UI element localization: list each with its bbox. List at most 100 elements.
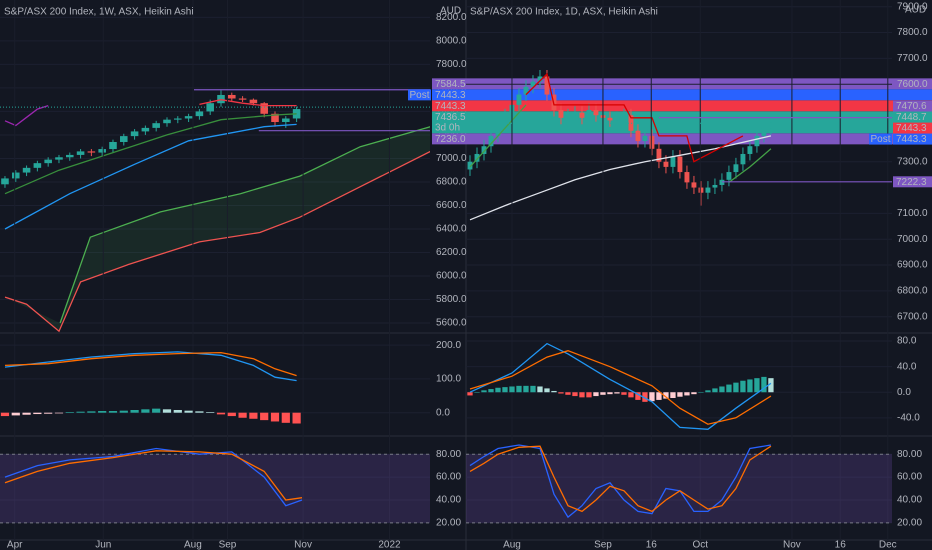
candle-body — [614, 117, 620, 121]
y-tick-label: 7000.0 — [897, 234, 928, 245]
indicator-line — [4, 351, 297, 377]
indicator-line — [4, 113, 297, 195]
histogram-bar — [184, 410, 193, 413]
x-tick-label: Sep — [594, 540, 612, 550]
candle-body — [76, 151, 85, 155]
candle-body — [495, 125, 501, 136]
candle-body — [130, 131, 139, 137]
x-tick-label: Dec — [879, 540, 897, 550]
histogram-bar — [516, 385, 522, 393]
y-tick-label: 7300.0 — [897, 156, 928, 167]
y-tick-label: 6400.0 — [436, 224, 467, 235]
currency-label: AUD — [905, 5, 926, 16]
histogram-bar — [11, 412, 20, 416]
y-tick-label: 6000.0 — [436, 271, 467, 282]
candle-body — [481, 146, 487, 154]
candle-body — [228, 94, 236, 99]
histogram-bar — [530, 385, 536, 393]
pane — [0, 344, 430, 424]
histogram-bar — [227, 412, 236, 417]
price-label-box — [893, 111, 932, 123]
histogram-bar — [195, 411, 204, 413]
histogram-bar — [260, 412, 269, 421]
y-tick-label: 20.00 — [436, 517, 461, 528]
price-label: 7443.3 — [435, 101, 466, 112]
indicator-line — [199, 99, 297, 107]
stoch-band — [466, 454, 892, 523]
candle-body — [22, 167, 31, 173]
candle-body — [109, 141, 117, 150]
histogram-bar — [551, 390, 557, 393]
histogram-bar — [733, 382, 739, 393]
y-tick-label: 6800.0 — [897, 286, 928, 297]
currency-label: AUD — [440, 6, 461, 17]
y-tick-label: 7600.0 — [897, 79, 928, 90]
histogram-bar — [565, 392, 571, 395]
indicator-line — [469, 104, 527, 168]
y-tick-label: 7800.0 — [436, 59, 467, 70]
histogram-bar — [523, 385, 529, 393]
histogram-bar — [509, 386, 515, 393]
price-label: 7222.3 — [896, 177, 927, 188]
pane — [466, 444, 892, 524]
candle-body — [523, 86, 529, 95]
y-tick-label: 7000.0 — [436, 153, 467, 164]
x-tick-label: Jun — [95, 540, 111, 550]
pane — [0, 447, 430, 524]
histogram-bar — [663, 392, 669, 399]
histogram-bar — [656, 392, 662, 400]
candle-body — [642, 135, 648, 142]
candle-body — [607, 117, 613, 121]
candle-body — [516, 94, 522, 105]
candle-body — [502, 115, 508, 126]
y-tick-label: 80.00 — [436, 449, 461, 460]
histogram-bar — [65, 412, 74, 413]
candle-body — [184, 116, 193, 119]
histogram-bar — [173, 409, 182, 413]
candle-body — [163, 119, 171, 124]
indicator-line — [4, 150, 430, 333]
indicator-line — [469, 350, 772, 425]
y-tick-label: 7700.0 — [897, 53, 928, 64]
histogram-bar — [76, 411, 85, 413]
y-tick-label: 40.0 — [897, 361, 917, 372]
candle-body — [593, 110, 599, 116]
candle-body — [260, 103, 268, 114]
histogram-bar — [33, 412, 42, 415]
histogram-bar — [712, 388, 718, 393]
indicator-line — [4, 450, 303, 501]
histogram-bar — [747, 379, 753, 393]
stoch-band — [0, 454, 430, 523]
histogram-bar — [628, 392, 634, 398]
price-label-box — [893, 122, 932, 134]
indicator-line — [469, 135, 772, 221]
y-tick-label: 7100.0 — [897, 208, 928, 219]
candle-body — [55, 157, 63, 160]
histogram-bar — [162, 409, 172, 413]
histogram-bar — [740, 380, 746, 393]
candle-body — [684, 172, 690, 183]
y-tick-label: 5800.0 — [436, 294, 467, 305]
y-tick-label: 80.00 — [897, 449, 922, 460]
candle-body — [292, 109, 301, 119]
histogram-bar — [600, 392, 606, 395]
candle-body — [733, 164, 739, 173]
histogram-bar — [642, 392, 648, 402]
candle-body — [65, 154, 74, 158]
y-tick-label: 6600.0 — [436, 200, 467, 211]
price-label: 7443.3 — [896, 123, 927, 134]
price-label: 7443.3 — [435, 90, 466, 101]
histogram-bar — [754, 378, 760, 393]
x-tick-label: Oct — [692, 540, 708, 550]
histogram-bar — [726, 384, 732, 393]
candle-body — [271, 113, 279, 123]
candle-body — [98, 149, 106, 153]
histogram-bar — [768, 378, 774, 393]
histogram-bar — [54, 412, 64, 414]
candle-body — [33, 163, 42, 168]
candle-body — [635, 130, 641, 142]
price-label-box — [432, 89, 932, 101]
y-tick-label: 200.0 — [436, 340, 461, 351]
histogram-bar — [481, 390, 487, 393]
